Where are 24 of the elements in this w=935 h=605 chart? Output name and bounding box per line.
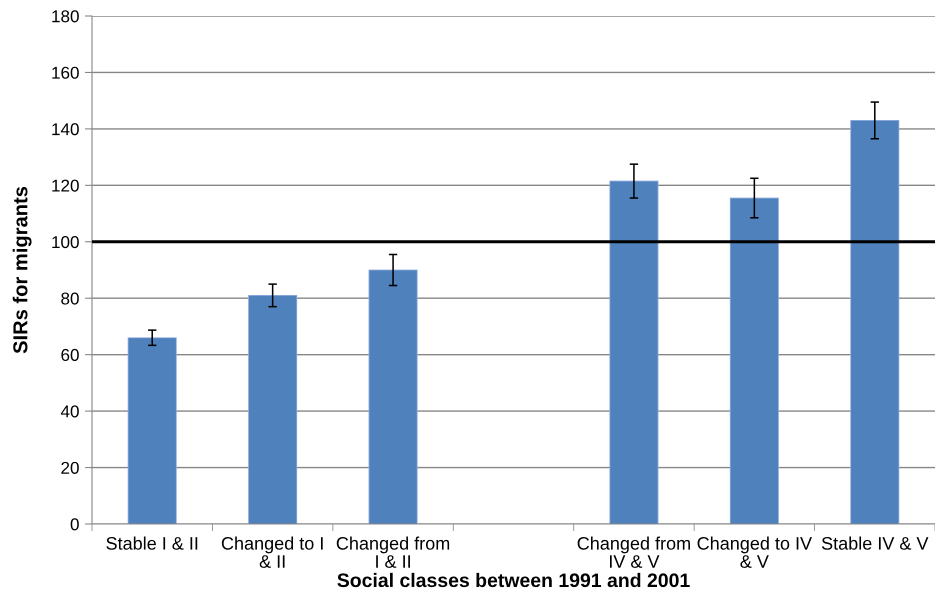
bar <box>850 120 900 524</box>
y-axis-title: SIRs for migrants <box>12 186 32 354</box>
y-tick-label: 80 <box>61 292 79 305</box>
bar <box>730 198 779 524</box>
y-tick-label: 140 <box>52 123 79 136</box>
bar <box>609 180 658 524</box>
bar <box>248 294 298 524</box>
y-tick-label: 0 <box>70 518 79 530</box>
y-tick-label: 60 <box>61 348 79 362</box>
y-tick-label: 160 <box>52 66 79 79</box>
x-tick-label: Stable I & II <box>106 536 198 550</box>
bar <box>368 270 418 524</box>
x-tick-label: Changed from IV & V <box>578 536 690 568</box>
x-tick-label: Stable IV & V <box>822 536 928 550</box>
y-tick-label: 20 <box>61 462 79 474</box>
x-tick-label: Changed to IV & V <box>698 536 812 568</box>
y-tick-label: 180 <box>52 10 79 22</box>
y-tick-label: 100 <box>52 236 79 248</box>
y-tick-label: 120 <box>52 180 79 192</box>
x-axis-title: Social classes between 1991 and 2001 <box>337 572 690 588</box>
bar <box>128 337 177 524</box>
x-tick-label: Changed to I & II <box>222 536 323 568</box>
x-tick-label: Changed from I & II <box>336 536 450 568</box>
y-tick-label: 40 <box>60 405 79 418</box>
